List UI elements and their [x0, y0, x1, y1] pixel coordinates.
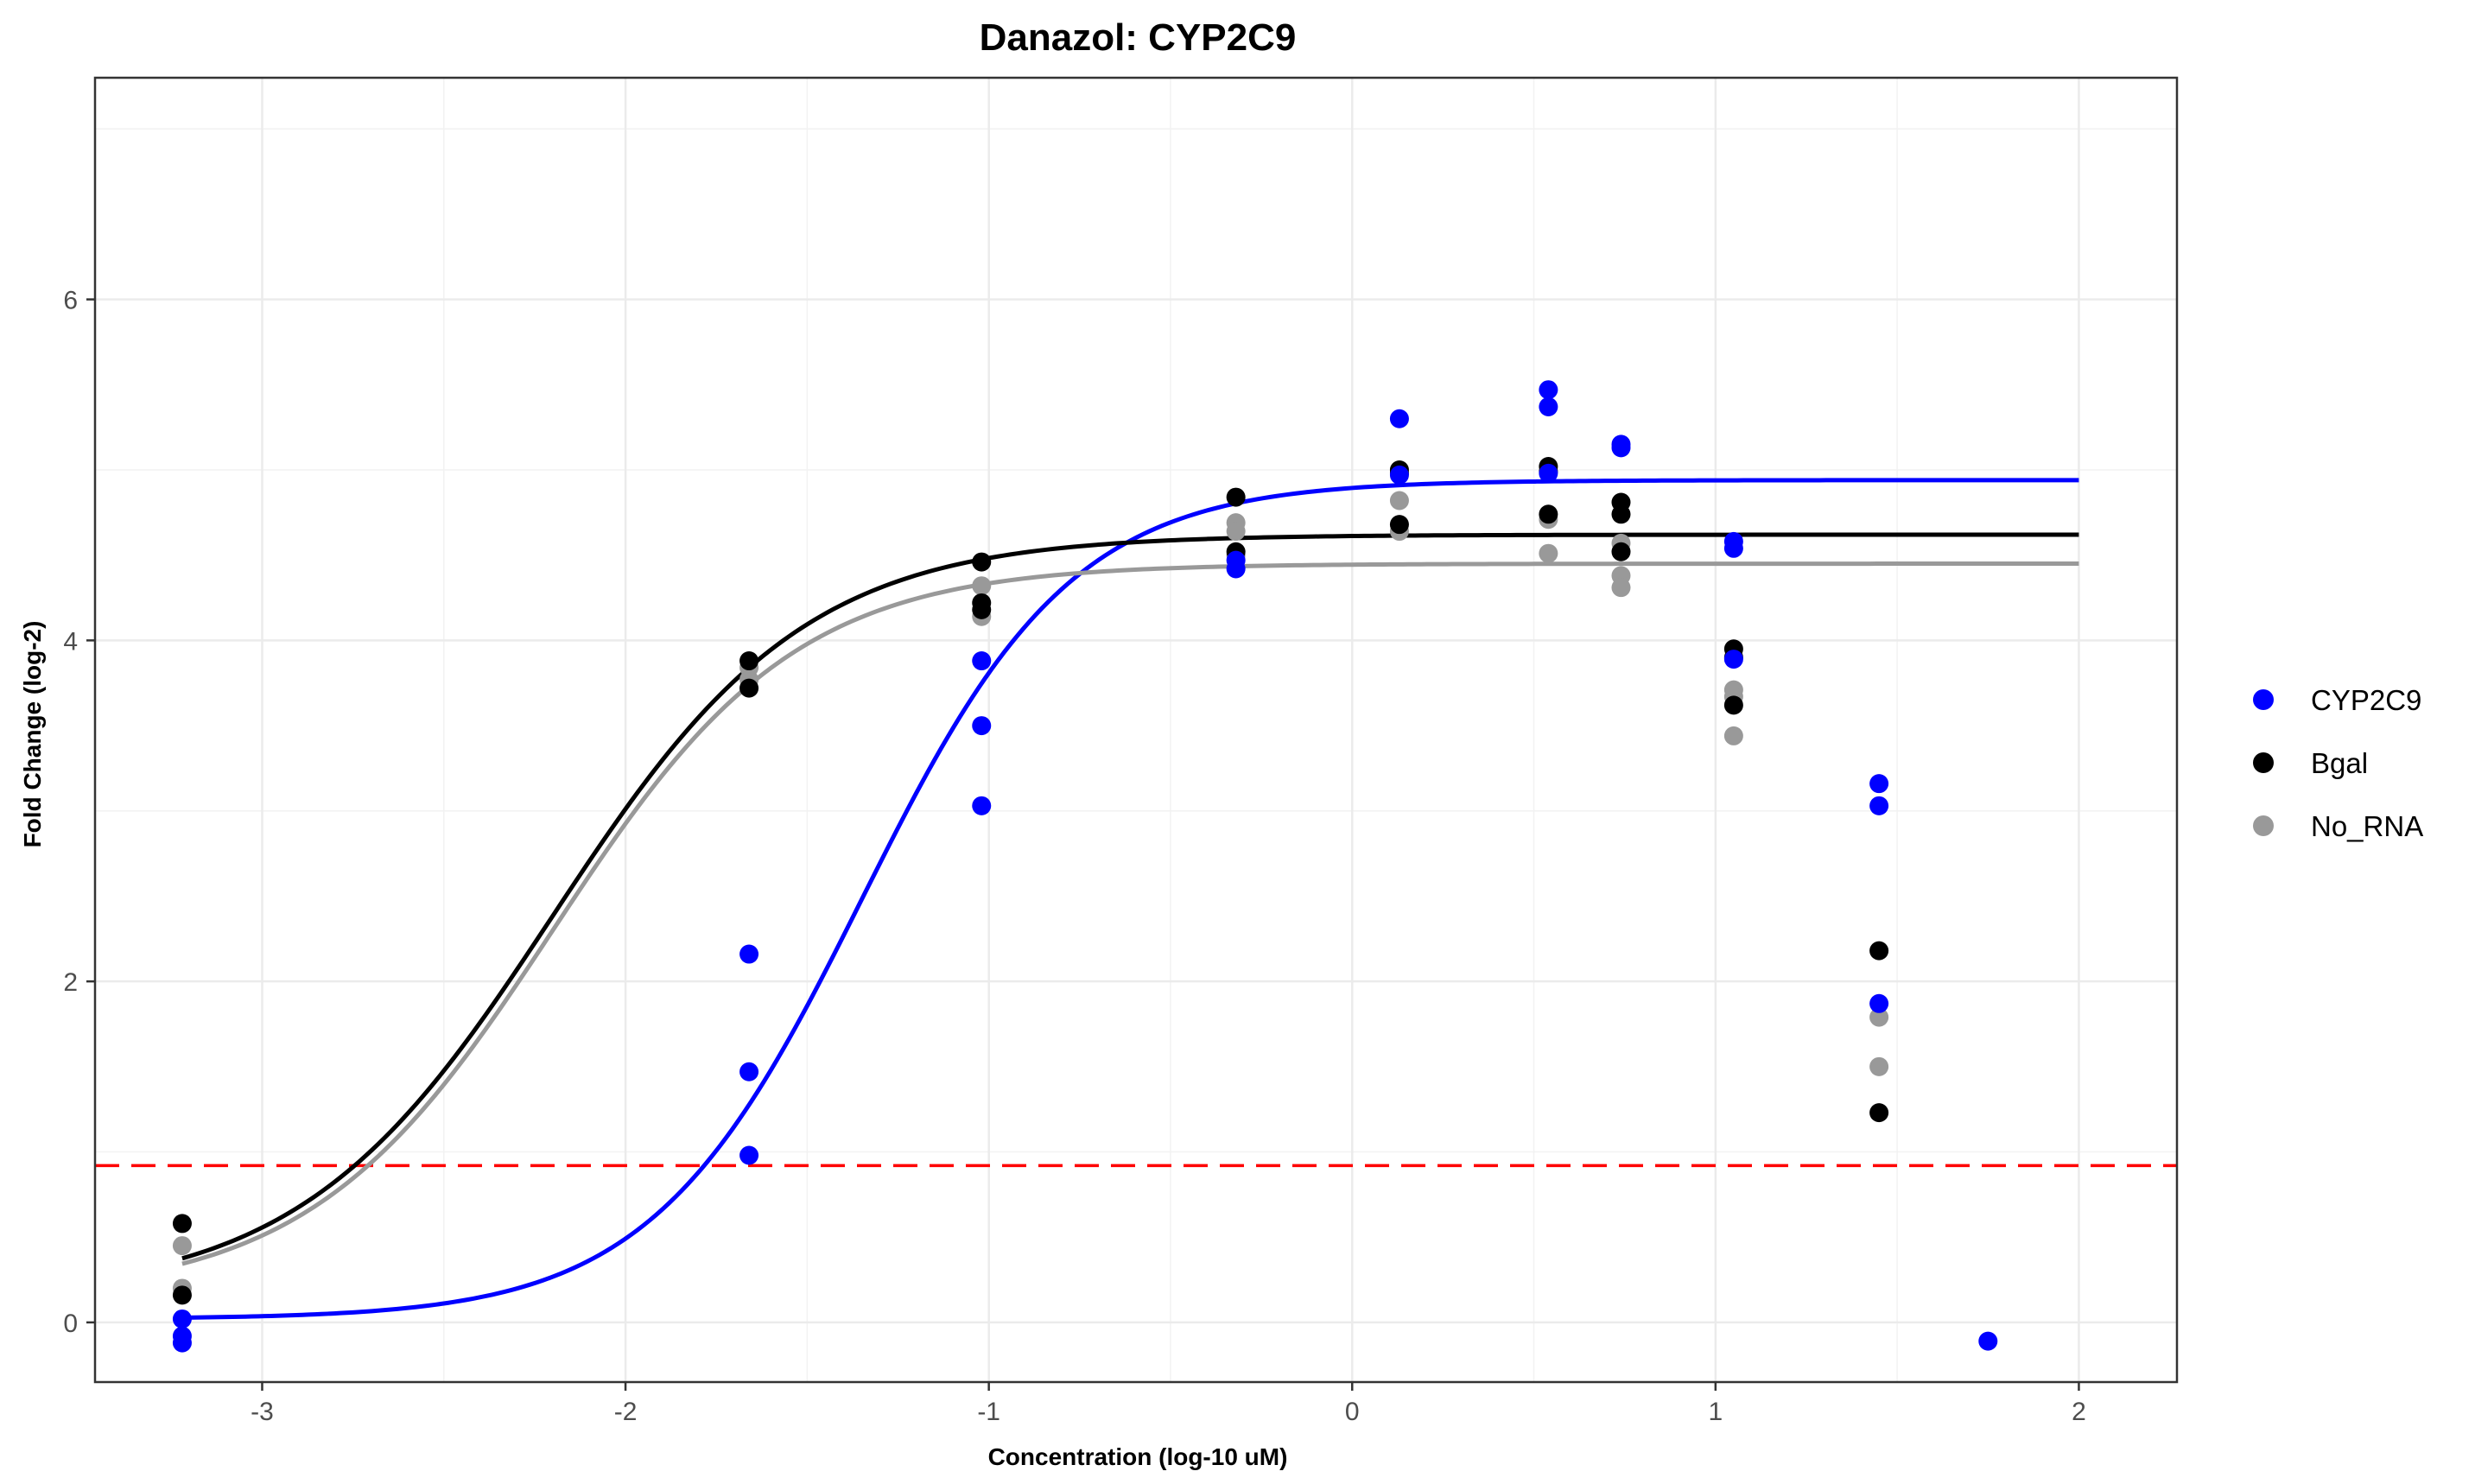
y-tick-label: 0	[63, 1310, 78, 1338]
point-no-rna	[1869, 1007, 1889, 1027]
point-bgal	[972, 552, 992, 572]
grid-minor	[95, 78, 2177, 1382]
point-bgal	[1226, 487, 1246, 507]
point-no-rna	[1869, 1056, 1889, 1076]
y-tick-label: 4	[63, 627, 78, 656]
point-bgal	[1611, 542, 1631, 561]
legend-label-cyp2c9: CYP2C9	[2311, 684, 2421, 716]
x-tick-label: 2	[2072, 1398, 2086, 1426]
point-bgal	[1539, 504, 1558, 524]
point-cyp2c9	[1869, 993, 1889, 1013]
point-bgal	[1869, 1103, 1889, 1123]
point-bgal	[739, 678, 759, 698]
point-bgal	[739, 651, 759, 671]
point-cyp2c9	[1389, 465, 1409, 485]
point-cyp2c9	[1611, 438, 1631, 458]
fit-curves	[181, 478, 2079, 1320]
y-axis-title: Fold Change (log-2)	[19, 621, 46, 848]
x-tick-label: -3	[251, 1398, 274, 1426]
point-cyp2c9	[1539, 380, 1558, 400]
point-bgal	[972, 599, 992, 619]
point-no-rna	[172, 1236, 192, 1256]
point-bgal	[172, 1214, 192, 1233]
legend-label-no-rna: No_RNA	[2311, 810, 2423, 842]
point-no-rna	[972, 576, 992, 596]
y-tick-label: 2	[63, 968, 78, 997]
point-cyp2c9	[172, 1333, 192, 1353]
x-tick-label: -2	[614, 1398, 638, 1426]
point-cyp2c9	[739, 1062, 759, 1081]
legend-key-cyp2c9	[2253, 689, 2274, 710]
point-cyp2c9	[172, 1309, 192, 1329]
point-cyp2c9	[972, 796, 992, 815]
x-tick-label: -1	[977, 1398, 1000, 1426]
point-cyp2c9	[972, 716, 992, 736]
point-no-rna	[1611, 578, 1631, 598]
point-cyp2c9	[972, 651, 992, 671]
point-cyp2c9	[1539, 396, 1558, 416]
point-bgal	[1723, 695, 1743, 715]
y-axis-ticks: 0 2 4 6	[63, 287, 95, 1338]
point-bgal	[1869, 941, 1889, 961]
point-cyp2c9	[1723, 538, 1743, 558]
point-cyp2c9	[1389, 409, 1409, 428]
panel-border	[93, 76, 2179, 1384]
legend-label-bgal: Bgal	[2311, 747, 2368, 779]
point-bgal	[1389, 515, 1409, 535]
legend: CYP2C9 Bgal No_RNA	[2253, 684, 2423, 842]
point-no-rna	[1723, 726, 1743, 745]
point-cyp2c9	[739, 1145, 759, 1165]
fit-curve-bgal	[181, 532, 2079, 1261]
point-cyp2c9	[739, 944, 759, 964]
point-no-rna	[1226, 522, 1246, 542]
point-no-rna	[1389, 491, 1409, 511]
data-points	[172, 380, 1998, 1353]
point-cyp2c9	[1226, 559, 1246, 579]
point-bgal	[1611, 504, 1631, 524]
x-axis-ticks: -3 -2 -1 0 1 2	[251, 1382, 2086, 1426]
point-bgal	[172, 1285, 192, 1305]
point-cyp2c9	[1723, 650, 1743, 669]
legend-key-no-rna	[2253, 815, 2274, 836]
x-axis-title: Concentration (log-10 uM)	[988, 1443, 1288, 1470]
point-cyp2c9	[1869, 796, 1889, 815]
x-tick-label: 0	[1345, 1398, 1360, 1426]
legend-key-bgal	[2253, 752, 2274, 773]
fit-curve-no-rna	[181, 561, 2079, 1266]
point-cyp2c9	[1869, 774, 1889, 794]
point-cyp2c9	[1539, 463, 1558, 483]
y-tick-label: 6	[63, 287, 78, 315]
x-tick-label: 1	[1709, 1398, 1723, 1426]
point-cyp2c9	[1978, 1331, 1998, 1351]
point-no-rna	[1539, 543, 1558, 563]
chart-title: Danazol: CYP2C9	[980, 16, 1297, 59]
